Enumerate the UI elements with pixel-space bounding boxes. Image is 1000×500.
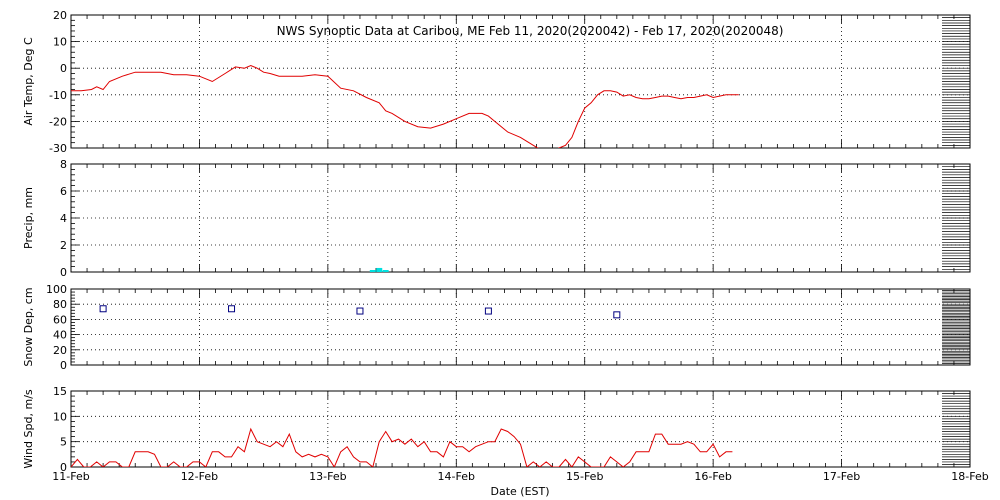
y-tick-label: 20 [53,9,67,22]
panel-frame [70,14,971,149]
x-axis-label: Date (EST) [490,485,549,498]
y-tick-label: 5 [60,436,67,449]
x-tick-label: 16-Feb [694,470,731,483]
y-tick-label: 2 [60,239,67,252]
panel-wind: 15 10 5 0 Wind Spd, m/s [22,385,971,474]
panel-frame [70,163,971,273]
series-snow [99,305,621,319]
y-tick-label: -10 [49,89,67,102]
y-tick-label: -30 [49,142,67,155]
x-tick-label: 15-Feb [566,470,603,483]
temp-line [71,64,739,148]
series-precip [369,267,389,272]
y-tick-label: 8 [60,158,67,171]
y-tick-label: 60 [53,313,67,326]
x-tick-label: 18-Feb [951,470,988,483]
y-tick-label: 15 [53,385,67,398]
snow-point [613,311,621,319]
x-tick-label: 14-Feb [438,470,475,483]
y-axis-label: Wind Spd, m/s [22,389,35,469]
y-tick-label: 0 [60,62,67,75]
snow-point [484,307,492,315]
precip-bar [376,267,383,272]
snow-point [228,305,236,313]
precip-bar [382,270,389,272]
panel-snow: 100 80 60 40 20 0 Snow Dep, cm [22,283,971,372]
y-tick-label: 20 [53,344,67,357]
y-tick-label: 0 [60,359,67,372]
y-tick-label: 0 [60,266,67,279]
y-tick-label: 40 [53,329,67,342]
x-tick-label: 13-Feb [309,470,346,483]
snow-point [99,305,107,313]
y-tick-label: 4 [60,212,67,225]
chart-title: NWS Synoptic Data at Caribou, ME Feb 11,… [277,24,784,38]
y-tick-label: 6 [60,185,67,198]
y-tick-label: 10 [53,36,67,49]
panel-frame [70,390,971,468]
y-axis-label: Snow Dep, cm [22,287,35,366]
x-tick-label: 11-Feb [52,470,89,483]
y-tick-label: 80 [53,298,67,311]
y-axis-label: Precip, mm [22,187,35,249]
y-tick-label: -20 [49,115,67,128]
y-tick-label: 0 [60,461,67,474]
y-axis-label: Air Temp, Deg C [22,37,35,126]
wind-line [71,427,733,467]
x-tick-label: 12-Feb [181,470,218,483]
panel-temp: 20 10 0 -10 -20 -30 Air Temp, Deg C [22,9,971,155]
series-wind [71,427,733,467]
x-axis-ticks: 11-Feb 12-Feb 13-Feb 14-Feb 15-Feb 16-Feb 17-F… [52,470,988,483]
series-temp [71,64,739,148]
panel-precip: 8 6 4 2 0 Precip, mm [22,158,971,279]
y-tick-label: 100 [46,283,67,296]
x-tick-label: 17-Feb [823,470,860,483]
precip-bar [369,270,376,272]
snow-point [356,307,364,315]
panel-frame [70,288,971,366]
y-tick-label: 10 [53,410,67,423]
